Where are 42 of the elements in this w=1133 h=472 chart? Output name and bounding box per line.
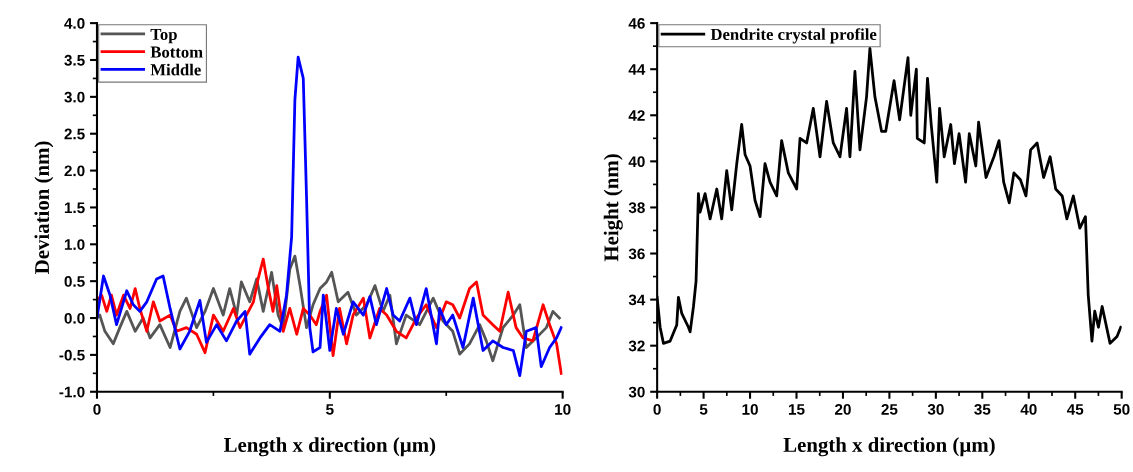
- y-tick-label: 36: [628, 248, 645, 260]
- legend-label: Middle: [150, 63, 201, 76]
- y-axis-title: Deviation (nm): [34, 141, 54, 274]
- legend-label: Top: [150, 28, 177, 44]
- y-tick-label: 38: [628, 202, 645, 214]
- y-axis-title: Height (nm): [603, 154, 623, 262]
- x-tick-label: 15: [788, 404, 805, 415]
- y-tick-label: 0.5: [64, 276, 85, 287]
- y-tick-label: 46: [628, 18, 645, 29]
- x-tick-label: 10: [555, 403, 571, 415]
- x-tick-label: 5: [326, 404, 334, 415]
- x-tick-label: 20: [834, 403, 851, 415]
- y-tick-label: -1.0: [59, 386, 85, 398]
- x-axis-title: Length x direction (µm): [783, 437, 995, 457]
- x-tick-label: 0: [93, 403, 101, 415]
- x-axis-title: Length x direction (µm): [223, 437, 436, 457]
- y-tick-label: 42: [628, 110, 645, 121]
- x-tick-label: 5: [699, 404, 708, 415]
- y-tick-label: 2.0: [64, 165, 85, 177]
- y-tick-label: 30: [628, 386, 645, 398]
- y-tick-label: 4.0: [64, 18, 85, 29]
- x-tick-label: 35: [974, 403, 991, 415]
- y-tick-label: 40: [628, 156, 645, 168]
- y-tick-label: -0.5: [59, 349, 85, 361]
- y-tick-label: 3.5: [64, 54, 85, 66]
- y-tick-label: 1.5: [64, 202, 85, 214]
- y-tick-label: 44: [628, 64, 646, 75]
- legend-label: Bottom: [150, 46, 203, 58]
- y-tick-label: 3.0: [64, 91, 85, 103]
- x-tick-label: 40: [1020, 403, 1037, 415]
- y-tick-label: 32: [628, 340, 645, 352]
- y-tick-label: 2.5: [64, 128, 85, 140]
- y-tick-label: 1.0: [64, 239, 85, 250]
- x-tick-label: 25: [881, 403, 898, 415]
- x-tick-label: 0: [653, 403, 661, 415]
- y-tick-label: 34: [628, 294, 646, 306]
- y-tick-label: 0.0: [64, 312, 85, 324]
- x-tick-label: 50: [1113, 403, 1130, 415]
- x-tick-label: 10: [742, 403, 758, 415]
- x-tick-label: 30: [927, 403, 944, 415]
- x-tick-label: 45: [1066, 404, 1084, 415]
- legend-label: Dendrite crystal profile: [710, 28, 877, 44]
